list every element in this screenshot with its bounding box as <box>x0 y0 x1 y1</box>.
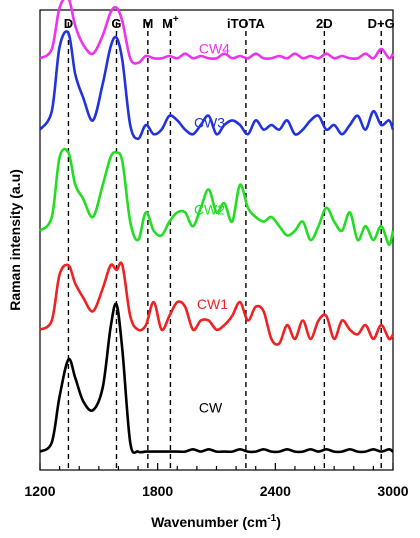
peak-label-0: D <box>64 16 73 31</box>
peak-label-4: iTOTA <box>227 16 265 31</box>
x-tick-label-1800: 1800 <box>142 483 173 499</box>
series-line-cw4 <box>39 0 395 65</box>
peak-label-3: M+ <box>162 14 179 31</box>
peak-label-2: M <box>142 16 153 31</box>
x-axis-ticks: 1200 1800 2400 3000 <box>24 463 409 499</box>
series-labels: CW CW1 CW2 CW3 CW4 <box>194 41 230 416</box>
series-line-cw <box>39 302 394 455</box>
spectra-series <box>38 0 395 455</box>
x-tick-label-3000: 3000 <box>377 483 408 499</box>
series-line-cw2 <box>39 147 395 246</box>
peak-label-1: G <box>111 16 121 31</box>
y-axis-title: Raman intensity (a.u) <box>7 169 23 311</box>
series-label-cw2: CW2 <box>194 202 225 218</box>
x-tick-label-2400: 2400 <box>260 483 291 499</box>
series-label-cw3: CW3 <box>194 114 225 130</box>
series-line-cw3 <box>38 30 395 141</box>
series-label-cw1: CW1 <box>197 296 228 312</box>
peak-label-6: D+G <box>368 16 395 31</box>
peak-label-5: 2D <box>316 16 333 31</box>
peak-markers: D G M M+ iTOTA 2D D+G <box>64 14 395 470</box>
series-line-cw1 <box>39 261 395 346</box>
series-label-cw: CW <box>199 400 223 416</box>
series-label-cw4: CW4 <box>199 41 230 57</box>
x-tick-label-1200: 1200 <box>24 483 55 499</box>
x-axis-title: Wavenumber (cm-1) <box>151 513 281 530</box>
